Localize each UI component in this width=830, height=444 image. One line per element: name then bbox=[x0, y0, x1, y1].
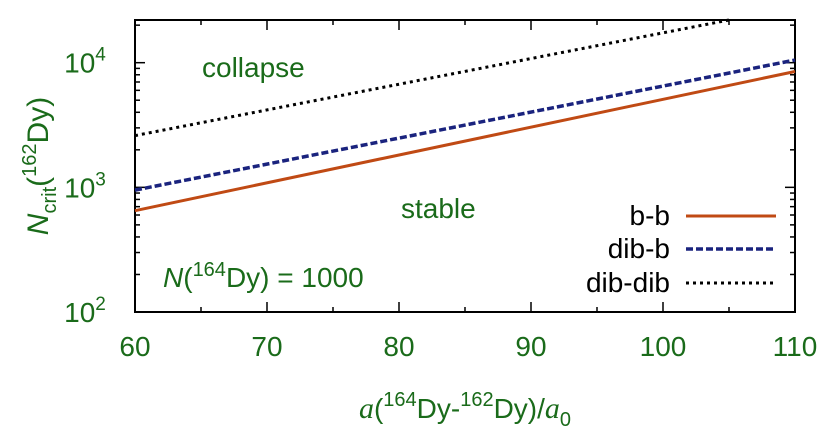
axis-ticks bbox=[134, 20, 796, 313]
condition-iso: 164 bbox=[193, 259, 226, 281]
legend-label-dibdib: dib-dib bbox=[586, 267, 670, 298]
condition-n: N bbox=[163, 262, 184, 293]
x-tick-labels: 60 70 80 90 100 110 bbox=[119, 331, 817, 362]
x-tick-label: 60 bbox=[119, 331, 150, 362]
xlabel-iso2: 162 bbox=[460, 389, 493, 411]
collapse-label: collapse bbox=[202, 52, 305, 83]
y-tick-exp: 3 bbox=[95, 169, 106, 190]
series-lines bbox=[134, 18, 796, 213]
condition-label: N(164Dy) = 1000 bbox=[163, 259, 364, 293]
legend-label-dibb: dib-b bbox=[608, 233, 670, 264]
xlabel-a: a bbox=[359, 392, 374, 425]
y-tick-base: 10 bbox=[64, 48, 95, 79]
xlabel-el1: Dy- bbox=[417, 393, 461, 424]
y-tick-base: 10 bbox=[64, 297, 95, 328]
y-tick-label: 104 bbox=[64, 45, 106, 79]
y-tick-base: 10 bbox=[64, 172, 95, 203]
xlabel-iso1: 164 bbox=[383, 389, 416, 411]
xlabel-unit-sub: 0 bbox=[560, 409, 571, 431]
legend: b-b dib-b dib-dib bbox=[586, 200, 776, 298]
series-line-dib-dib bbox=[134, 18, 730, 138]
stable-label: stable bbox=[401, 193, 476, 224]
series-line-dib-b bbox=[134, 58, 796, 192]
x-tick-label: 110 bbox=[773, 331, 818, 362]
condition-rest: Dy) = 1000 bbox=[226, 262, 364, 293]
condition-open: ( bbox=[183, 262, 193, 293]
xlabel-el2: Dy)/ bbox=[494, 393, 546, 424]
y-tick-exp: 4 bbox=[95, 45, 106, 66]
x-tick-label: 70 bbox=[251, 331, 282, 362]
x-axis-label: a(164Dy-162Dy)/a0 bbox=[359, 389, 571, 431]
legend-swatches bbox=[686, 214, 776, 285]
y-tick-label: 103 bbox=[64, 169, 106, 203]
y-tick-exp: 2 bbox=[95, 294, 106, 315]
legend-label-bb: b-b bbox=[630, 200, 670, 231]
ylabel-open: ( bbox=[22, 177, 55, 187]
ylabel-n: N bbox=[22, 213, 55, 235]
y-tick-label: 102 bbox=[64, 294, 106, 328]
ylabel-el: Dy) bbox=[22, 97, 55, 144]
xlabel-open: ( bbox=[374, 393, 384, 424]
x-tick-label: 90 bbox=[515, 331, 546, 362]
x-tick-label: 80 bbox=[383, 331, 414, 362]
x-tick-label: 100 bbox=[640, 331, 687, 362]
ylabel-sub: crit bbox=[39, 186, 61, 213]
xlabel-unit: a bbox=[545, 392, 560, 425]
ylabel-iso: 162 bbox=[19, 143, 41, 176]
y-axis-label: Ncrit(162Dy) bbox=[19, 97, 61, 235]
series-line-b-b bbox=[134, 70, 796, 213]
